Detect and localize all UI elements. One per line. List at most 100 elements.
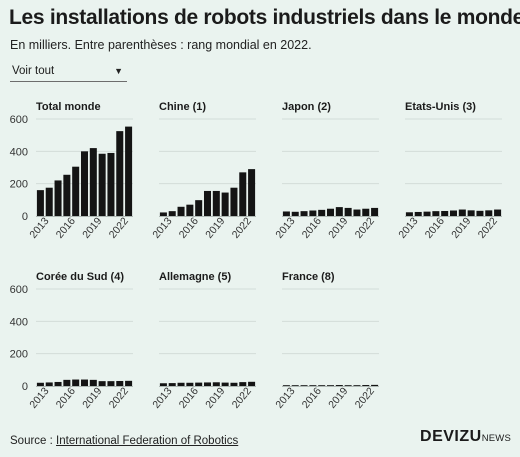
panel-title-japon-2: Japon (2) xyxy=(282,101,331,113)
bar-france-8 xyxy=(371,384,379,386)
x-tick-label: 2016 xyxy=(177,215,201,241)
x-tick-label: 2022 xyxy=(476,215,500,241)
x-tick-label: 2022 xyxy=(107,215,131,241)
bar-chine-1 xyxy=(230,187,238,216)
bar-etats-unis-3 xyxy=(494,209,502,216)
panel-title-total-monde: Total monde xyxy=(36,101,101,113)
x-tick-label: 2016 xyxy=(300,385,324,411)
x-tick-label: 2016 xyxy=(423,215,447,241)
x-tick-label: 2016 xyxy=(54,385,78,411)
bar-chine-1 xyxy=(168,211,176,216)
y-tick-label: 600 xyxy=(10,284,28,296)
bar-chine-1 xyxy=(239,172,247,216)
bar-chine-1 xyxy=(212,190,220,216)
chevron-down-icon: ▼ xyxy=(114,66,123,76)
source-link[interactable]: International Federation of Robotics xyxy=(56,435,239,447)
bar-japon-2 xyxy=(300,211,308,216)
bar-total-monde xyxy=(89,148,97,216)
bar-total-monde xyxy=(45,187,53,216)
chart-subtitle: En milliers. Entre parenthèses : rang mo… xyxy=(10,38,312,52)
bar-france-8 xyxy=(309,385,317,386)
bar-allemagne-5 xyxy=(239,382,247,386)
panel-title-france-8: France (8) xyxy=(282,271,335,283)
brand-suffix: NEWS xyxy=(481,433,511,444)
bar-japon-2 xyxy=(326,208,335,216)
bar-etats-unis-3 xyxy=(405,212,413,216)
bar-france-8 xyxy=(344,385,352,386)
bar-japon-2 xyxy=(353,209,361,216)
bar-japon-2 xyxy=(371,207,379,216)
bar-total-monde xyxy=(63,174,71,216)
bar-chine-1 xyxy=(186,204,194,216)
bar-allemagne-5 xyxy=(203,382,212,386)
bar-allemagne-5 xyxy=(159,383,167,386)
bar-cor-e-du-sud-4 xyxy=(89,379,97,386)
bar-total-monde xyxy=(125,126,133,216)
bar-france-8 xyxy=(353,385,361,386)
bar-allemagne-5 xyxy=(195,382,203,386)
bar-cor-e-du-sud-4 xyxy=(72,379,80,386)
dropdown-selected-value: Voir tout xyxy=(12,65,55,77)
chart-title: Les installations de robots industriels … xyxy=(9,6,520,29)
bar-etats-unis-3 xyxy=(423,211,431,216)
bar-france-8 xyxy=(326,385,335,386)
bar-cor-e-du-sud-4 xyxy=(80,379,89,386)
bar-japon-2 xyxy=(362,208,370,216)
bar-allemagne-5 xyxy=(186,382,194,386)
bar-etats-unis-3 xyxy=(432,211,440,216)
bar-cor-e-du-sud-4 xyxy=(63,379,71,386)
bar-total-monde xyxy=(72,166,80,216)
panel-title-chine-1: Chine (1) xyxy=(159,101,206,113)
y-tick-label: 0 xyxy=(22,211,28,223)
bar-chine-1 xyxy=(159,212,167,216)
bar-etats-unis-3 xyxy=(476,210,484,216)
bar-japon-2 xyxy=(291,211,299,216)
panel-title-allemagne-5: Allemagne (5) xyxy=(159,271,231,283)
source-prefix: Source : xyxy=(10,435,57,447)
bar-allemagne-5 xyxy=(230,382,238,386)
bar-etats-unis-3 xyxy=(441,210,449,216)
bar-allemagne-5 xyxy=(168,383,176,386)
x-tick-label: 2013 xyxy=(150,385,174,411)
x-tick-label: 2022 xyxy=(230,385,254,411)
bar-chine-1 xyxy=(177,206,185,216)
bar-etats-unis-3 xyxy=(449,210,458,216)
y-tick-label: 400 xyxy=(10,146,28,158)
bar-cor-e-du-sud-4 xyxy=(107,381,115,386)
y-tick-label: 0 xyxy=(22,381,28,393)
bar-cor-e-du-sud-4 xyxy=(98,381,106,386)
bar-cor-e-du-sud-4 xyxy=(125,380,133,386)
bar-total-monde xyxy=(107,152,115,216)
bar-france-8 xyxy=(291,385,299,386)
bar-japon-2 xyxy=(318,209,326,216)
x-tick-label: 2022 xyxy=(353,215,377,241)
bar-cor-e-du-sud-4 xyxy=(36,382,44,386)
y-tick-label: 600 xyxy=(10,114,28,126)
country-filter-dropdown[interactable]: Voir tout ▼ xyxy=(10,62,127,82)
brand-name: DEVIZU xyxy=(420,428,482,445)
bar-allemagne-5 xyxy=(221,382,229,386)
x-tick-label: 2016 xyxy=(300,215,324,241)
bar-chine-1 xyxy=(203,190,212,216)
panel-title-etats-unis-3: Etats-Unis (3) xyxy=(405,101,476,113)
bar-france-8 xyxy=(362,385,370,386)
bar-japon-2 xyxy=(309,210,317,216)
bar-france-8 xyxy=(318,385,326,386)
bar-total-monde xyxy=(116,131,124,216)
bar-etats-unis-3 xyxy=(485,210,493,216)
bar-france-8 xyxy=(282,385,290,386)
y-tick-label: 200 xyxy=(10,349,28,361)
x-tick-label: 2013 xyxy=(150,215,174,241)
x-tick-label: 2013 xyxy=(27,385,51,411)
bar-chine-1 xyxy=(221,192,229,216)
bar-japon-2 xyxy=(282,211,290,216)
x-tick-label: 2016 xyxy=(177,385,201,411)
brand-logo: DEVIZUNEWS xyxy=(420,428,511,446)
x-tick-label: 2019 xyxy=(203,215,227,241)
bar-total-monde xyxy=(36,190,44,216)
bar-cor-e-du-sud-4 xyxy=(54,381,62,386)
x-tick-label: 2019 xyxy=(80,215,104,241)
bar-france-8 xyxy=(335,385,343,386)
x-tick-label: 2013 xyxy=(27,215,51,241)
